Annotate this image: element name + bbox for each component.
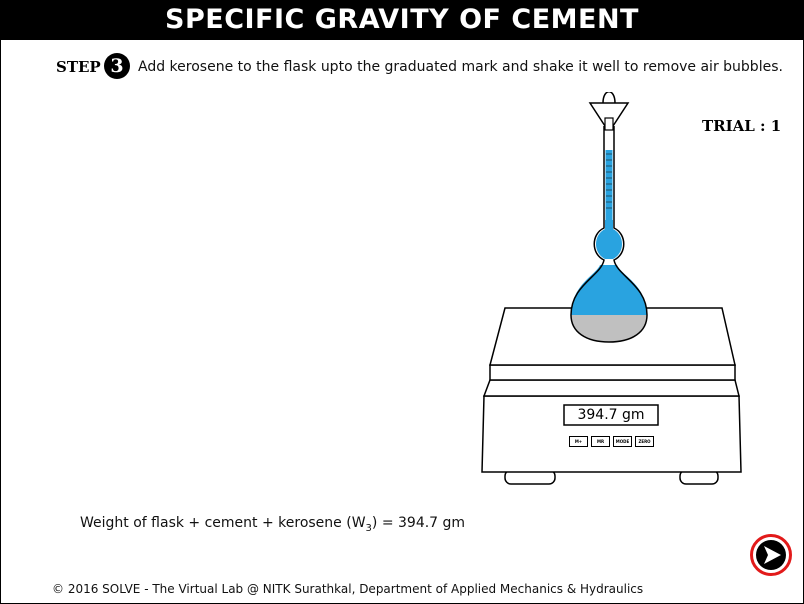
scale-button-memory-recall[interactable]: MR: [591, 436, 610, 447]
footer-text: © 2016 SOLVE - The Virtual Lab @ NITK Su…: [52, 582, 644, 596]
lab-apparatus: [481, 92, 742, 485]
graduation-marks: [606, 153, 612, 209]
volumetric-flask: [570, 92, 648, 343]
flask-stem-liquid: [605, 150, 613, 222]
scale-base-band: [489, 364, 736, 381]
flask-outline: [570, 126, 648, 343]
flask-neck-liquid: [596, 220, 622, 259]
scale-shoulder: [482, 379, 740, 397]
scale-button-mode[interactable]: MODE: [613, 436, 632, 447]
scale-display-frame: [563, 404, 659, 426]
weight-result: Weight of flask + cement + kerosene (W3)…: [80, 515, 465, 534]
flask-liquid-bulb: [571, 265, 647, 315]
scale-readout: 394.7 gm: [577, 407, 645, 423]
trial-label: TRIAL : 1: [702, 117, 782, 135]
arrow-right-circle-icon: [756, 540, 786, 570]
funnel-top: [602, 92, 616, 104]
scale-button-memory-plus[interactable]: M+: [569, 436, 588, 447]
weight-result-subscript: 3: [365, 522, 372, 534]
step-label: STEP: [56, 58, 101, 76]
step-instruction: Add kerosene to the flask upto the gradu…: [138, 59, 783, 75]
step-number-badge: 3: [104, 53, 130, 79]
weight-result-prefix: Weight of flask + cement + kerosene (W: [80, 515, 366, 531]
weight-result-suffix: ) = 394.7 gm: [371, 515, 466, 531]
funnel-spout: [604, 117, 614, 131]
flask-cement-layer: [571, 315, 647, 342]
next-button[interactable]: [750, 534, 792, 576]
page-title: SPECIFIC GRAVITY OF CEMENT: [0, 0, 804, 40]
scale-button-zero[interactable]: ZERO: [635, 436, 654, 447]
